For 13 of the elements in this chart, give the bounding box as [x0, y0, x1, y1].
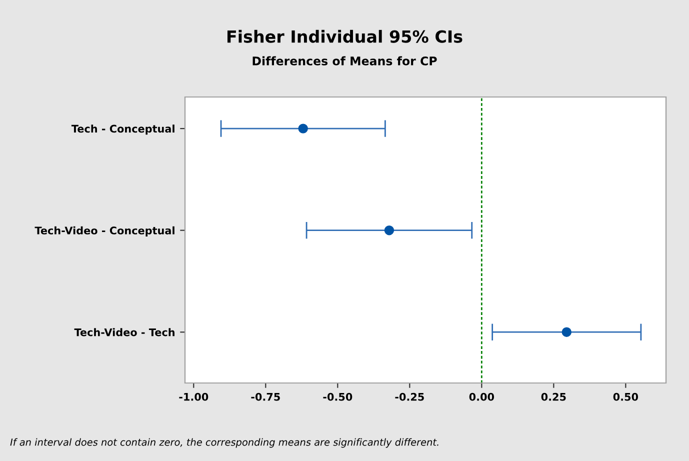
x-tick-label: 0.50 — [613, 392, 638, 401]
x-tick-label: 0.25 — [541, 392, 566, 401]
x-tick-label: -0.50 — [323, 392, 352, 401]
x-tick-label: -0.25 — [395, 392, 424, 401]
y-tick-label: Tech - Conceptual — [71, 124, 174, 135]
text: If an interval does not contain zero, the corresponding means are significantly different. — [10, 438, 438, 448]
y-tick-label: Tech-Video - Conceptual — [34, 226, 174, 236]
chart-title: Fisher Individual 95% CIs — [227, 30, 462, 43]
y-tick-label: Tech-Video - Tech — [74, 328, 174, 336]
x-tick-label: 0.00 — [469, 392, 494, 401]
x-tick-label: -0.75 — [251, 392, 280, 401]
x-tick-label: -1.00 — [179, 392, 208, 401]
chart-subtitle: Differences of Means for CP — [252, 56, 437, 66]
